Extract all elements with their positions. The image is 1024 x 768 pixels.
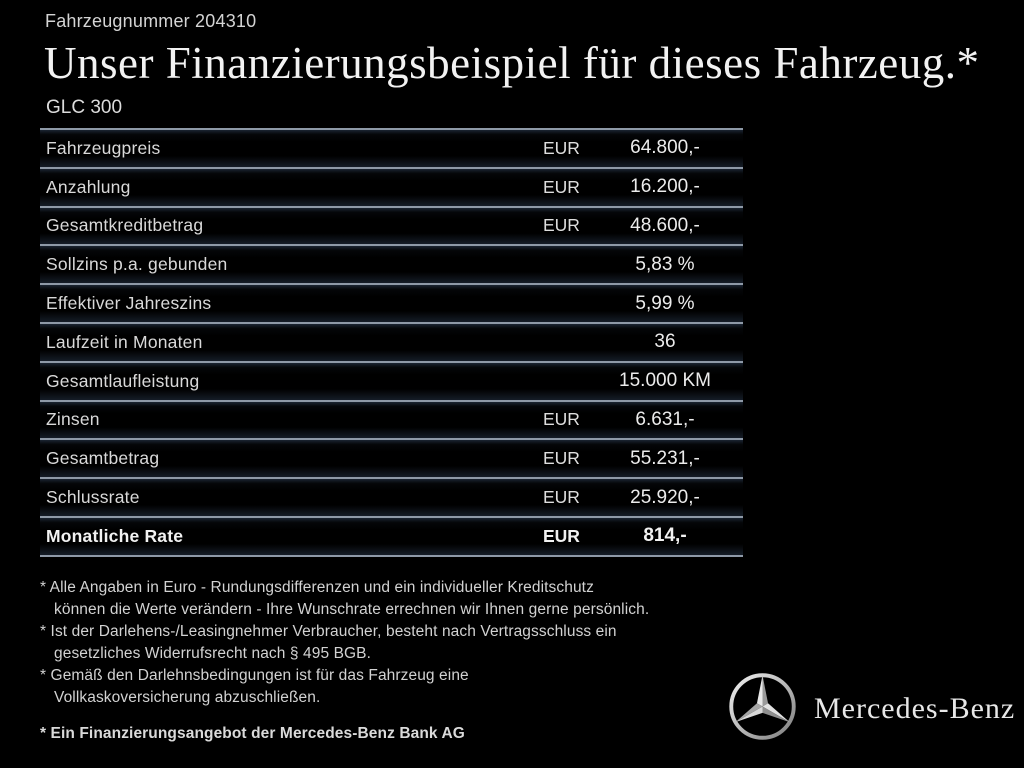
footnote-line: gesetzliches Widerrufsrecht nach § 495 B… bbox=[54, 645, 372, 662]
footnotes: * Alle Angaben in Euro - Rundungsdiffere… bbox=[40, 577, 770, 745]
row-value: 64.800,- bbox=[630, 137, 700, 159]
row-label: Anzahlung bbox=[46, 176, 131, 197]
page-title: Unser Finanzierungsbeispiel für dieses F… bbox=[44, 38, 980, 88]
row-value: 55.231,- bbox=[630, 447, 700, 469]
row-value: 25.920,- bbox=[630, 486, 700, 508]
row-label: Zinsen bbox=[46, 409, 100, 430]
table-row: Zinsen EUR 6.631,- bbox=[40, 399, 743, 439]
row-value: 15.000 KM bbox=[619, 370, 711, 392]
footnote-line: * Alle Angaben in Euro - Rundungsdiffere… bbox=[40, 579, 594, 596]
row-label: Effektiver Jahreszins bbox=[46, 293, 212, 314]
row-currency: EUR bbox=[543, 487, 580, 508]
row-currency: EUR bbox=[543, 525, 580, 546]
footnote-financing-offer: * Ein Finanzierungsangebot der Mercedes-… bbox=[40, 725, 465, 742]
table-row: Schlussrate EUR 25.920,- bbox=[40, 477, 743, 516]
table-row: Gesamtlaufleistung 15.000 KM bbox=[40, 360, 743, 400]
footnote-line: * Gemäß den Darlehnsbedingungen ist für … bbox=[40, 667, 469, 684]
row-currency: EUR bbox=[543, 215, 580, 236]
row-value: 16.200,- bbox=[630, 176, 700, 198]
model-name: GLC 300 bbox=[46, 97, 123, 118]
row-currency: EUR bbox=[543, 409, 580, 430]
row-value: 5,99 % bbox=[635, 292, 695, 314]
table-row: Sollzins p.a. gebunden 5,83 % bbox=[40, 244, 743, 284]
finance-table: Fahrzeugpreis EUR 64.800,- Anzahlung EUR… bbox=[40, 128, 743, 557]
table-row: Laufzeit in Monaten 36 bbox=[40, 321, 743, 361]
vehicle-number: Fahrzeugnummer 204310 bbox=[45, 11, 257, 31]
table-row: Effektiver Jahreszins 5,99 % bbox=[40, 283, 743, 322]
table-row: Fahrzeugpreis EUR 64.800,- bbox=[40, 128, 743, 167]
footnote-line: * Ist der Darlehens-/Leasingnehmer Verbr… bbox=[40, 623, 617, 640]
table-row: Gesamtbetrag EUR 55.231,- bbox=[40, 438, 743, 478]
row-label: Laufzeit in Monaten bbox=[46, 331, 203, 352]
row-label: Schlussrate bbox=[46, 487, 140, 508]
mercedes-star-icon bbox=[727, 671, 798, 747]
mercedes-benz-wordmark: Mercedes-Benz bbox=[814, 692, 1016, 725]
row-currency: EUR bbox=[543, 137, 580, 158]
table-row-monthly-rate: Monatliche Rate EUR 814,- bbox=[40, 515, 743, 555]
row-label: Gesamtlaufleistung bbox=[46, 370, 200, 391]
row-currency: EUR bbox=[543, 176, 580, 197]
row-label: Fahrzeugpreis bbox=[46, 137, 161, 158]
row-value: 814,- bbox=[643, 525, 687, 547]
footnote-line: Vollkaskoversicherung abzuschließen. bbox=[54, 689, 321, 706]
row-value: 36 bbox=[654, 331, 676, 353]
table-row: Gesamtkreditbetrag EUR 48.600,- bbox=[40, 205, 743, 245]
row-value: 48.600,- bbox=[630, 214, 700, 236]
row-label: Sollzins p.a. gebunden bbox=[46, 254, 228, 275]
footnote-line: können die Werte verändern - Ihre Wunsch… bbox=[54, 601, 650, 618]
row-value: 5,83 % bbox=[635, 253, 695, 275]
row-label: Monatliche Rate bbox=[46, 525, 184, 546]
row-currency: EUR bbox=[543, 448, 580, 469]
row-label: Gesamtbetrag bbox=[46, 448, 160, 469]
table-row: Anzahlung EUR 16.200,- bbox=[40, 166, 743, 206]
brand-block: Mercedes-Benz bbox=[727, 671, 1015, 747]
row-label: Gesamtkreditbetrag bbox=[46, 215, 204, 236]
row-value: 6.631,- bbox=[635, 408, 695, 430]
